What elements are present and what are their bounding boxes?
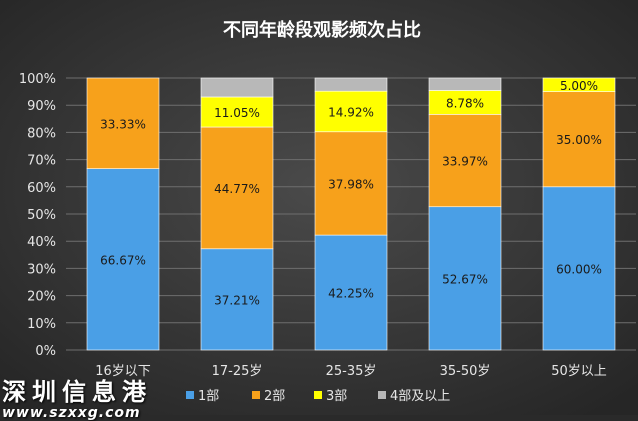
- bar-segment: [428, 206, 502, 351]
- y-tick-label: 90%: [27, 99, 56, 114]
- legend-swatch: [378, 391, 386, 399]
- data-label: 37.98%: [328, 177, 374, 191]
- y-tick-label: 10%: [27, 317, 56, 332]
- legend-swatch: [186, 391, 194, 399]
- x-axis: 16岁以下 17-25岁 25-35岁 35-50岁 50岁以上: [95, 364, 607, 379]
- data-label: 42.25%: [328, 287, 374, 301]
- bar-segment: [542, 77, 616, 92]
- data-label: 44.77%: [214, 182, 260, 196]
- y-axis: 0% 10% 20% 30% 40% 50% 60% 70% 80% 90% 100%: [19, 72, 56, 359]
- watermark-url: www.szxxg.com: [2, 405, 141, 421]
- data-label: 11.05%: [214, 106, 260, 120]
- bar-segment: [314, 131, 388, 236]
- y-tick-label: 100%: [19, 72, 56, 87]
- x-tick-label: 50岁以上: [551, 364, 607, 379]
- y-tick-label: 70%: [27, 154, 56, 169]
- y-tick-label: 80%: [27, 126, 56, 141]
- x-tick-label: 17-25岁: [212, 364, 263, 379]
- data-label: 60.00%: [556, 262, 602, 276]
- data-label: 52.67%: [442, 272, 488, 286]
- legend-label: 1部: [198, 389, 219, 404]
- bars: 66.67% 33.33% 37.21% 44.77% 11.05% 42.25% 37.9…: [86, 77, 616, 351]
- data-label: 8.78%: [446, 96, 484, 110]
- bar-segment: [542, 91, 616, 188]
- watermark-text: 深圳信息港: [2, 378, 152, 406]
- y-tick-label: 30%: [27, 262, 56, 277]
- bar-segment: [200, 126, 274, 250]
- x-tick-label: 35-50岁: [440, 364, 491, 379]
- watermark: 深圳信息港 www.szxxg.com: [2, 372, 152, 421]
- data-label: 37.21%: [214, 293, 260, 307]
- y-tick-label: 60%: [27, 181, 56, 196]
- x-tick-label: 25-35岁: [326, 364, 377, 379]
- legend-label: 2部: [264, 389, 285, 404]
- legend: 1部 2部 3部 4部及以上: [186, 389, 450, 404]
- y-tick-label: 20%: [27, 290, 56, 305]
- bar-segment: [314, 77, 388, 92]
- legend-label: 4部及以上: [390, 389, 450, 404]
- legend-swatch: [252, 391, 260, 399]
- data-label: 66.67%: [100, 253, 146, 267]
- y-tick-label: 50%: [27, 208, 56, 223]
- chart-title: 不同年龄段观影频次占比: [223, 19, 421, 41]
- legend-label: 3部: [326, 389, 347, 404]
- bar-segment: [86, 77, 160, 169]
- y-tick-label: 40%: [27, 235, 56, 250]
- bar-segment: [428, 114, 502, 208]
- data-label: 33.33%: [100, 117, 146, 131]
- bar-segment: [428, 77, 502, 91]
- data-label: 33.97%: [442, 155, 488, 169]
- bar-segment: [200, 77, 274, 98]
- x-tick-label: 16岁以下: [95, 364, 151, 379]
- data-label: 5.00%: [560, 79, 598, 93]
- bar-segment: [200, 248, 274, 351]
- data-label: 14.92%: [328, 105, 374, 119]
- bar-segment: [314, 234, 388, 351]
- legend-swatch: [314, 391, 322, 399]
- bar-segment: [314, 90, 388, 133]
- bar-segment: [542, 186, 616, 351]
- y-tick-label: 0%: [35, 344, 56, 359]
- bar-segment: [86, 168, 160, 351]
- data-label: 35.00%: [556, 133, 602, 147]
